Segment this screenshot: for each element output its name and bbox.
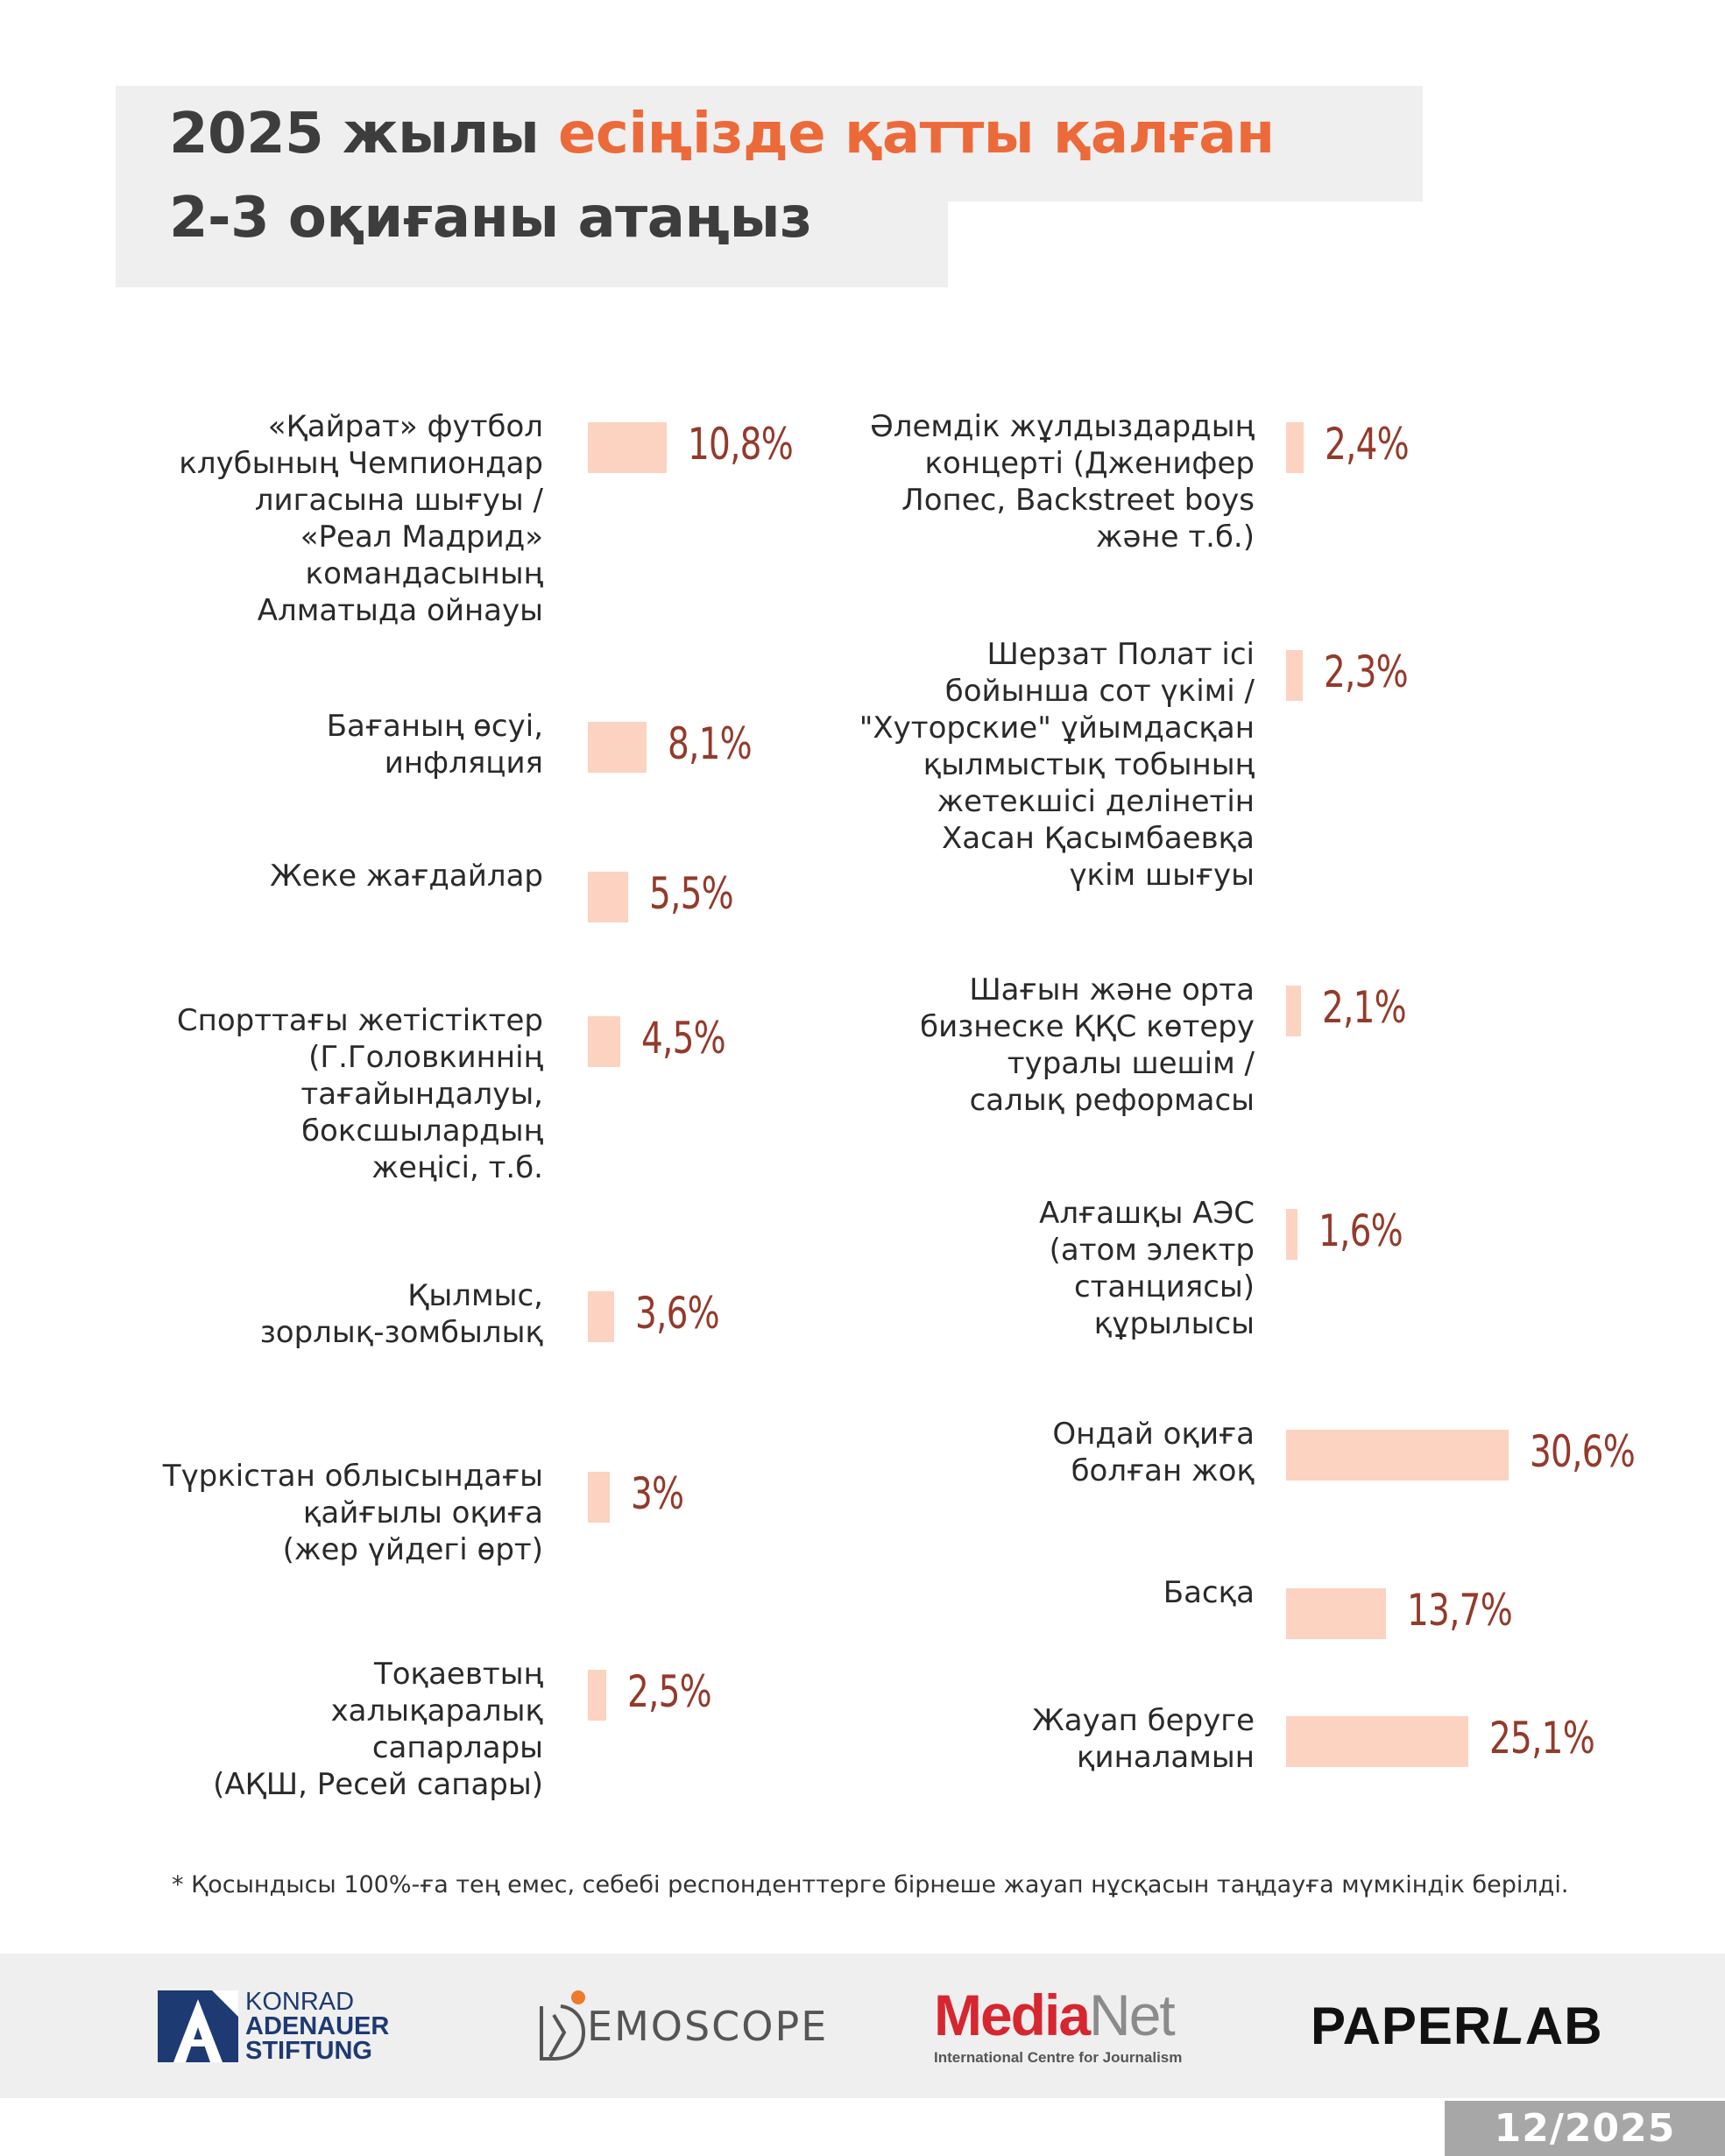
bar-value-label: 25,1% — [1489, 1713, 1595, 1764]
bar — [1286, 986, 1302, 1036]
bar-label: Басқа — [1163, 1575, 1255, 1610]
demoscope-text: EMOSCOPE — [587, 2002, 829, 2050]
bar-label: Шерзат Полат ісі бойынша сот үкімі / "Ху… — [859, 637, 1255, 893]
bar-value-label: 3,6% — [634, 1288, 720, 1339]
bar-label: Түркістан облысындағы қайғылы оқиға (жер… — [162, 1459, 543, 1567]
bar-value-label: 3% — [630, 1468, 684, 1519]
kas-logo: KONRAD ADENAUER STIFTUNG — [158, 1954, 389, 2098]
medianet-media: Media — [934, 1982, 1091, 2047]
bar — [588, 422, 667, 473]
kas-line-3: STIFTUNG — [245, 2036, 372, 2065]
bar-value-label: 1,6% — [1318, 1205, 1403, 1256]
bar-label: Жауап беруге қиналамын — [1032, 1703, 1255, 1775]
bar-value-label: 2,3% — [1324, 647, 1409, 697]
bar — [588, 1016, 621, 1067]
bar-label: Алғашқы АЭС (атом электр станциясы) құры… — [1039, 1196, 1255, 1341]
bar-value-label: 10,8% — [687, 419, 794, 470]
medianet-logo: MediaNet International Centre for Journa… — [934, 1954, 1182, 2098]
demoscope-logo: EMOSCOPE — [536, 1954, 828, 2098]
bar — [1286, 1716, 1469, 1767]
demoscope-d-icon — [540, 1990, 586, 2061]
kas-line-2: ADENAUER — [245, 2011, 390, 2040]
bar-value-label: 13,7% — [1406, 1585, 1513, 1636]
bar-label: Әлемдік жұлдыздардың концерті (Дженифер … — [869, 409, 1255, 555]
bar-label: «Қайрат» футбол клубының Чемпиондар лига… — [179, 409, 543, 628]
bar-label: Қылмыс, зорлық-зомбылық — [259, 1278, 543, 1350]
bar — [588, 1472, 610, 1523]
title-background-2 — [116, 193, 948, 287]
kas-a-icon — [158, 1990, 238, 2062]
bar-value-label: 8,1% — [668, 718, 753, 769]
page-title-line-1: 2025 жылы есіңізде қатты қалған — [169, 102, 1275, 166]
date-badge: 12/2025 — [1445, 2101, 1725, 2156]
paperlab-paper: PAPER — [1311, 1997, 1493, 2055]
bar-value-label: 4,5% — [641, 1013, 726, 1064]
bar — [1286, 422, 1304, 473]
paperlab-l: L — [1492, 1997, 1525, 2055]
kas-line-1: KONRAD — [245, 1987, 355, 2016]
bar-label: Тоқаевтың халықаралық сапарлары (АҚШ, Ре… — [213, 1657, 543, 1802]
bar-label: Жеке жағдайлар — [270, 859, 543, 894]
bar — [1286, 1430, 1509, 1481]
bar — [588, 872, 628, 922]
logos-bar: KONRAD ADENAUER STIFTUNG EMOSCOPE MediaN… — [0, 1954, 1725, 2098]
title-background-1 — [116, 86, 1423, 201]
bar — [588, 722, 647, 773]
bar — [1286, 1209, 1298, 1260]
bar-chart: «Қайрат» футбол клубының Чемпиондар лига… — [0, 368, 1725, 1822]
bar-value-label: 5,5% — [648, 868, 734, 919]
title-highlight: есіңізде қатты қалған — [558, 102, 1275, 166]
bar-value-label: 2,4% — [1324, 419, 1410, 470]
bar — [588, 1291, 614, 1342]
bar-value-label: 2,1% — [1322, 982, 1407, 1033]
bar-label: Ондай оқиға болған жоқ — [1052, 1417, 1255, 1488]
bar-value-label: 30,6% — [1529, 1426, 1636, 1477]
bar-label: Спорттағы жетістіктер (Г.Головкиннің тағ… — [176, 1003, 543, 1185]
paperlab-ab: AB — [1524, 1997, 1603, 2055]
bar — [588, 1670, 606, 1721]
bar-value-label: 2,5% — [626, 1666, 712, 1717]
bar — [1286, 1588, 1386, 1639]
paperlab-logo: PAPERLAB — [1311, 1954, 1603, 2098]
title-part-1: 2025 жылы — [169, 102, 558, 166]
medianet-subtitle: International Centre for Journalism — [934, 2048, 1183, 2066]
medianet-net: Net — [1089, 1982, 1176, 2047]
bar-label: Шағын және орта бизнеске ҚҚС көтеру тура… — [920, 972, 1255, 1118]
bar — [1286, 650, 1304, 701]
page-title-line-2: 2-3 оқиғаны атаңыз — [169, 186, 812, 251]
footnote: * Қосындысы 100%-ға тең емес, себебі рес… — [172, 1871, 1569, 1898]
bar-label: Бағаның өсуі, инфляция — [326, 709, 543, 781]
